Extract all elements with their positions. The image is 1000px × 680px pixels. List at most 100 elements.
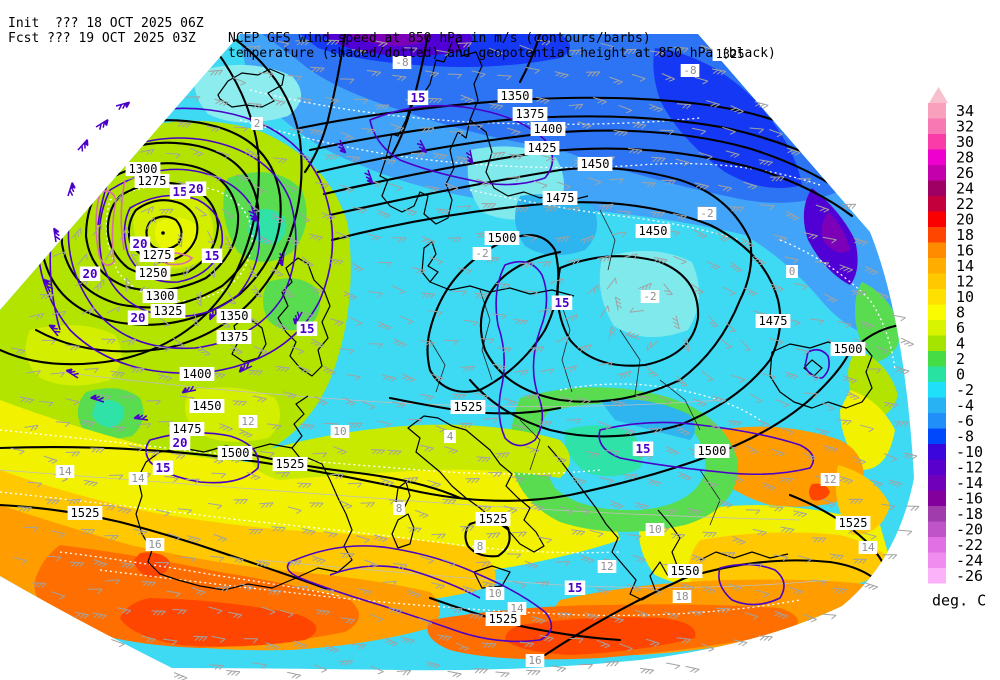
header-fcst-line: Fcst ??? 19 OCT 2025 03Z temperature (sh… [0,16,1000,61]
wind-barb-icon [694,182,709,190]
wind-barb-icon [538,306,553,315]
height-label: 1475 [546,191,575,205]
wind-barb-icon [310,338,325,348]
wind-barb-icon [770,176,785,182]
height-label: 1550 [671,564,700,578]
wind-barb-icon [768,129,783,138]
wind-barb-icon [141,581,157,587]
legend-swatch [928,289,946,305]
wind-barb-flag-icon [90,394,97,400]
wind-speed-label: 15 [155,460,170,475]
wind-barb-icon [748,563,763,569]
legend-swatch [928,335,946,351]
wind-barb-icon [506,176,521,182]
wind-barb-icon [793,282,808,291]
height-label: 1450 [581,157,610,171]
wind-barb-icon [752,528,767,537]
legend-value: 0 [956,365,965,383]
legend-swatch [928,397,946,413]
wind-barb-icon [792,510,807,518]
wind-barb-icon [421,236,436,245]
wind-barb-icon [882,554,898,560]
wind-barb-icon [613,130,628,137]
wind-barb-icon [221,208,234,219]
wind-barb-icon [185,478,200,484]
temp-label-box [640,290,660,303]
height-label-box [142,289,178,303]
wind-barb-icon [346,155,361,162]
wind-barb-icon [474,293,489,299]
wind-barb-icon [785,211,799,221]
legend-value: -18 [956,505,983,523]
wind-barb-icon [340,552,355,559]
wind-barb-icon [537,260,552,267]
wind-barb-icon [254,346,268,355]
wind-barb-icon [805,373,820,382]
wind-barb-icon [745,509,761,515]
wind-barb-icon [678,471,692,481]
wind-barb-icon [596,639,611,649]
wind-barb-icon [214,98,229,107]
temp-label-box [145,538,165,551]
wind-speed-label: 20 [172,435,187,450]
wind-barb-icon [600,42,615,51]
wind-barb-icon [802,452,817,461]
legend-arrow [929,87,948,103]
wind-barb-icon [348,422,363,428]
height-label: 1350 [220,309,249,323]
wind-barb-icon [239,428,253,438]
wind-barb-icon [511,424,526,432]
wind-barb-icon [370,449,386,455]
wind-speed-label-box [564,580,586,595]
wind-barb-icon [286,671,301,679]
wind-barb-icon [105,579,120,585]
wind-barb-icon [720,338,733,349]
legend-value: -24 [956,551,983,569]
wind-barb-icon [512,531,527,538]
wind-barb-icon [700,44,715,54]
temp-label-box [597,560,617,573]
legend-value: 32 [956,117,974,135]
wind-barb-icon [45,499,60,505]
wind-barb-icon [565,206,580,213]
wind-barb-icon [298,153,313,162]
wind-barb-icon [275,40,290,48]
wind-barb-icon [420,555,434,564]
height-label: 1300 [129,162,158,176]
wind-barb-flag-icon [115,101,131,111]
wind-barb-icon [862,532,877,540]
wind-barb-icon [626,534,642,541]
wind-barb-icon [286,236,301,246]
legend-value: 18 [956,226,974,244]
wind-speed-label: 20 [132,236,147,251]
wind-barb-icon [770,283,784,292]
wind-barb-icon [407,589,421,598]
wind-barb-icon [895,366,910,375]
wind-barb-icon [447,73,463,80]
legend-swatch [928,320,946,336]
wind-barb-icon [702,585,717,594]
wind-barb-flag-icon [277,260,283,266]
wind-barb-icon [661,179,676,186]
wind-barb-icon [720,552,736,558]
wind-barb-icon [676,637,691,644]
wind-barb-icon [568,103,584,110]
wind-barb-icon [265,642,280,651]
wind-barb-flag-icon [83,139,88,147]
wind-speed-label-box [79,266,101,281]
wind-barb-icon [627,584,642,592]
wind-barb-icon [471,70,486,78]
legend-value: 20 [956,210,974,228]
wind-barb-icon [837,320,852,329]
wind-barb-flag-icon [103,119,108,127]
legend-swatch [928,413,946,429]
wind-barb-icon [442,498,457,505]
height-label-box [216,330,252,344]
legend-value: 34 [956,102,974,120]
wind-barb-icon [693,398,707,408]
wind-barb-icon [388,183,403,192]
height-label-box [484,231,520,245]
wind-barb-icon [232,400,247,407]
wind-barb-icon [631,73,646,82]
